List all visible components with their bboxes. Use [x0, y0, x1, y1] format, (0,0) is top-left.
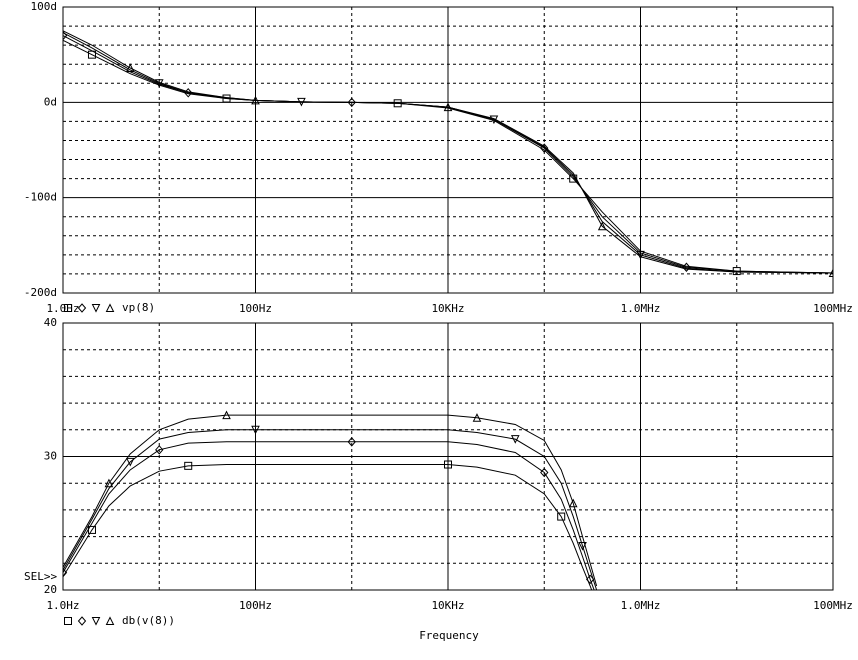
legend-marker: [77, 616, 87, 626]
legend-marker: [64, 617, 72, 625]
plot-area: [63, 30, 833, 277]
marker: [510, 435, 520, 444]
legend-marker: [105, 616, 115, 625]
marker: [444, 460, 452, 469]
marker: [443, 102, 453, 112]
legend-marker: [77, 303, 87, 313]
marker: [184, 461, 193, 470]
marker: [63, 567, 68, 578]
marker: [347, 97, 356, 108]
marker: [472, 413, 482, 422]
x-tick-label: 100MHz: [813, 599, 853, 612]
legend-marker: [64, 304, 72, 312]
y-tick-label: 40: [44, 316, 57, 329]
legend-marker: [105, 303, 115, 312]
annotation: SEL>>: [24, 570, 57, 583]
plot-border: [62, 6, 834, 294]
y-tick-label: 100d: [31, 0, 58, 13]
marker: [828, 268, 833, 277]
trace: [63, 464, 593, 590]
x-tick-label: 100MHz: [813, 302, 853, 315]
marker: [251, 425, 260, 435]
legend-label: db(v(8)): [122, 614, 175, 627]
y-tick-label: -200d: [24, 286, 57, 299]
y-tick-label: 0d: [44, 95, 57, 108]
trace: [63, 30, 833, 274]
marker: [104, 478, 114, 488]
marker: [540, 143, 549, 153]
marker: [597, 221, 607, 231]
x-tick-label: 1.0MHz: [621, 302, 661, 315]
marker: [682, 262, 691, 273]
x-axis-label: Frequency: [419, 629, 479, 642]
marker: [222, 410, 231, 420]
trace: [63, 414, 598, 587]
trace: [63, 429, 598, 590]
legend-marker: [91, 304, 101, 313]
plot-border: [62, 322, 834, 591]
x-tick-label: 100Hz: [239, 599, 272, 612]
x-tick-label: 10KHz: [431, 302, 464, 315]
y-tick-label: 30: [44, 450, 57, 463]
marker: [125, 63, 135, 73]
marker: [540, 467, 549, 478]
x-tick-label: 1.0Hz: [46, 599, 79, 612]
marker: [251, 95, 260, 105]
legend-label: vp(8): [122, 301, 155, 314]
y-tick-label: 20: [44, 583, 57, 596]
x-tick-label: 100Hz: [239, 302, 272, 315]
marker: [347, 437, 356, 447]
x-tick-label: 1.0MHz: [621, 599, 661, 612]
marker: [568, 498, 578, 508]
marker: [125, 457, 135, 467]
marker: [578, 541, 587, 551]
legend-marker: [91, 617, 101, 626]
marker: [557, 512, 566, 521]
y-tick-label: -100d: [24, 191, 57, 204]
x-tick-label: 1.0Hz: [46, 302, 79, 315]
marker: [593, 600, 600, 607]
trace: [63, 441, 595, 590]
x-tick-label: 10KHz: [431, 599, 464, 612]
plot-area: [63, 410, 600, 607]
marker: [155, 445, 164, 455]
